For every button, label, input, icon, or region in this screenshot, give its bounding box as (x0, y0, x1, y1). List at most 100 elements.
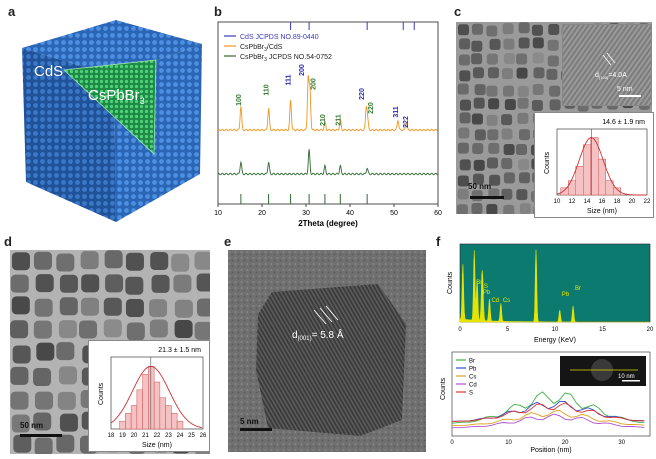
eds-spectrum-fill (459, 249, 650, 323)
nanocube-particle (516, 143, 528, 155)
nanocube-particle (487, 129, 499, 141)
panel-d: d 50 nm 18 19 20 21 22 23 24 25 26 Size (nm) Count… (4, 234, 212, 456)
eds-peak-label: Pb (562, 292, 570, 298)
xrd-peak-label: 200 (299, 64, 306, 76)
nanocube-particle (489, 38, 501, 50)
hist-tick-label: 12 (569, 199, 576, 205)
hist-tick-label: 25 (188, 433, 195, 439)
cube-top-face (22, 20, 202, 76)
nanocube-particle (547, 39, 559, 51)
line-scan-legend: Br Pb Cs Cd S (456, 359, 477, 397)
nanocube-particle (103, 297, 122, 316)
nanocube-particle (501, 188, 513, 200)
nanocube-particle (546, 68, 558, 80)
histogram-bar (176, 420, 184, 430)
nanocube-particle (194, 251, 210, 270)
nanocube-particle (474, 129, 486, 141)
nanocube-particle (503, 143, 515, 155)
nanocube-particle (503, 38, 515, 50)
nanocube-particle (103, 319, 122, 338)
legend-label: Cd (469, 383, 477, 389)
nanocube-particle (10, 274, 29, 293)
xrd-composite-curve (217, 75, 438, 132)
nanocube-particle (79, 320, 98, 339)
panel-f: f Br S Pb Cd Cs Pb Br 0 5 10 15 20 Counts Energy (… (432, 234, 654, 456)
nanocube-particle (516, 67, 528, 79)
histogram-bar (171, 413, 178, 430)
nanocube-particle (519, 203, 531, 214)
nanocube-particle (517, 112, 529, 124)
panel-label-e: e (224, 234, 232, 249)
nanocube-particle (501, 128, 513, 140)
d-spacing-e: d(001)= 5.8 Å (292, 328, 344, 342)
nanocube-particle (516, 53, 528, 65)
line-scan-s (451, 402, 645, 422)
xrd-tick-label: 50 (390, 210, 398, 217)
nanocube-particle (471, 53, 483, 65)
nanocube-particle (486, 53, 498, 65)
nanocube-particle (489, 174, 501, 186)
line-scan-cs (452, 409, 645, 427)
xrd-x-label: 2Theta (degree) (298, 219, 358, 228)
histogram-bar (119, 420, 126, 430)
xrd-peak-label: 211 (335, 114, 342, 125)
nanocube-particle (12, 345, 31, 364)
nanocube-particle (502, 85, 514, 97)
eds-peak-label: Br (476, 280, 482, 286)
line-scan-curves (451, 391, 645, 429)
scan-tick-label: 20 (562, 440, 569, 446)
histogram-bar (575, 166, 584, 196)
hist-y-label: Counts (544, 151, 551, 174)
nanocube-particle (80, 251, 99, 270)
hist-tick-label: 10 (554, 199, 561, 205)
nanocube-particle (488, 98, 500, 110)
core-cut-face (64, 60, 156, 154)
scan-scale-label: 10 nm (618, 374, 635, 380)
xrd-x-ticks: 10 20 30 40 50 60 (214, 204, 442, 217)
nanocube-particle (459, 99, 471, 111)
nanocube-particle (501, 158, 513, 170)
nanocube-particle (33, 368, 52, 387)
xrd-frame (217, 21, 439, 205)
histogram-bar (598, 158, 606, 196)
nanocube-particle (473, 97, 485, 109)
hist-x-label: Size (nm) (142, 442, 172, 449)
nanocube-particle (459, 38, 471, 50)
nanocube-particle (34, 298, 53, 317)
gaussian-fit-line (556, 137, 647, 196)
nanocube-particle (518, 129, 530, 141)
histogram-bar (142, 373, 149, 430)
histogram-bar (165, 405, 172, 430)
nanocube-particle (33, 412, 52, 431)
scan-x-label: Position (nm) (530, 447, 571, 454)
nanocube-particle (502, 23, 514, 35)
xrd-peak-label: 100 (236, 94, 243, 106)
nanocube-particle (472, 67, 484, 79)
nanocube-particle (472, 173, 484, 185)
nanocube-particle (456, 204, 468, 214)
scale-bar-c (470, 196, 504, 199)
nanocube-particle (34, 391, 53, 410)
nanocube-particle (457, 188, 469, 200)
nanocube-particle (59, 413, 78, 432)
nanocube-particle (10, 320, 29, 339)
hist-tick-label: 18 (614, 199, 621, 205)
nanocube-particle (151, 274, 170, 293)
xrd-peak-label: 220 (359, 88, 366, 100)
nanocube-particle (13, 434, 32, 453)
hist-tick-label: 19 (119, 433, 126, 439)
nanocube-particle (518, 22, 530, 34)
xrd-tick-label: 20 (258, 210, 266, 217)
xrd-peak-label: 311 (393, 106, 400, 117)
nanocube-particle (472, 142, 484, 154)
nanocube-particle (11, 296, 30, 315)
nanocube-particle (488, 142, 500, 154)
nanocube-particle (149, 299, 168, 318)
nanocube-particle (35, 274, 54, 293)
nanocube-particle (471, 23, 483, 35)
xrd-perov-curve (217, 149, 438, 176)
nanocube-particle (473, 159, 485, 171)
panel-b: b CdS JCPDS NO.89-0440 CsPbBr3/CdS CsPbB… (212, 4, 448, 232)
nanocube-particle (517, 85, 529, 97)
nanocube-particle (57, 391, 76, 410)
